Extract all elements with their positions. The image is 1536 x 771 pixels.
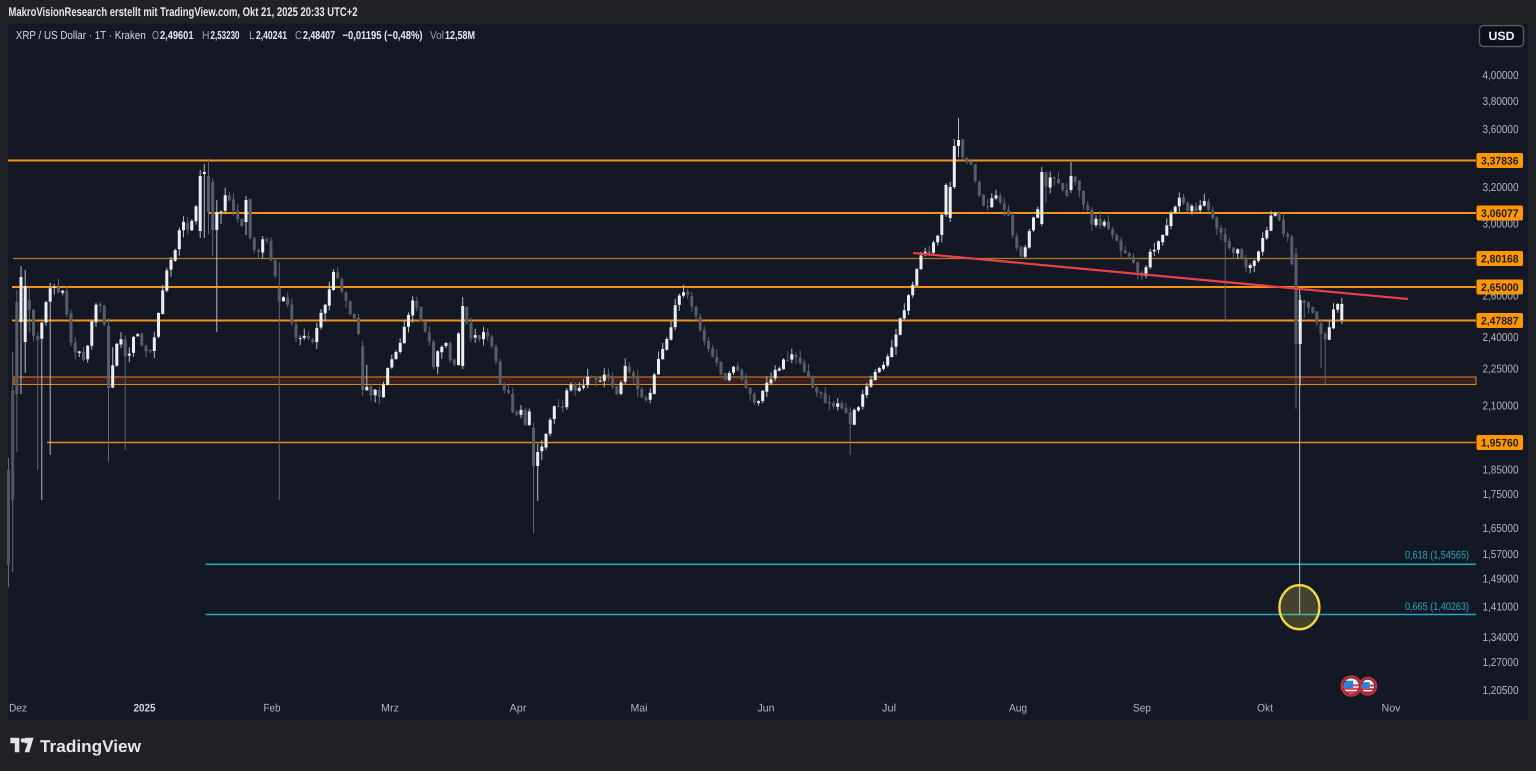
svg-text:USD: USD xyxy=(1489,29,1515,43)
svg-text:3,60000: 3,60000 xyxy=(1483,124,1519,136)
svg-text:MakroVisionResearch erstellt m: MakroVisionResearch erstellt mit Trading… xyxy=(9,5,358,19)
svg-text:O: O xyxy=(152,30,159,42)
svg-text:Jun: Jun xyxy=(758,703,775,715)
svg-text:0,665 (1,40263): 0,665 (1,40263) xyxy=(1405,601,1469,613)
svg-text:2,65000: 2,65000 xyxy=(1481,282,1519,294)
svg-text:Vol: Vol xyxy=(430,30,444,42)
svg-text:2,53230: 2,53230 xyxy=(211,30,240,42)
svg-text:Okt: Okt xyxy=(1257,703,1273,715)
svg-text:C: C xyxy=(295,30,302,42)
svg-text:Nov: Nov xyxy=(1382,703,1401,715)
svg-text:1,65000: 1,65000 xyxy=(1483,523,1519,535)
svg-text:3,37836: 3,37836 xyxy=(1481,156,1519,168)
svg-text:2,80168: 2,80168 xyxy=(1481,254,1519,266)
svg-text:1,27000: 1,27000 xyxy=(1483,657,1519,669)
svg-text:3,00000: 3,00000 xyxy=(1483,219,1519,231)
svg-text:2,47887: 2,47887 xyxy=(1481,316,1519,328)
svg-text:2,25000: 2,25000 xyxy=(1483,364,1519,376)
svg-text:2,40000: 2,40000 xyxy=(1483,332,1519,344)
svg-text:1,20500: 1,20500 xyxy=(1483,685,1519,697)
svg-text:H: H xyxy=(202,30,210,42)
svg-text:3,80000: 3,80000 xyxy=(1483,96,1519,108)
svg-text:0,618 (1,54565): 0,618 (1,54565) xyxy=(1405,550,1469,562)
svg-text:Mrz: Mrz xyxy=(381,703,399,715)
svg-text:2,10000: 2,10000 xyxy=(1483,401,1519,413)
svg-text:1,49000: 1,49000 xyxy=(1483,574,1519,586)
svg-text:2,40241: 2,40241 xyxy=(256,30,287,42)
svg-text:1,95760: 1,95760 xyxy=(1481,438,1519,450)
svg-text:2025: 2025 xyxy=(134,703,156,715)
svg-text:1,75000: 1,75000 xyxy=(1483,489,1519,501)
svg-text:Mai: Mai xyxy=(631,703,648,715)
svg-text:1,41000: 1,41000 xyxy=(1483,602,1519,614)
svg-text:2,48407: 2,48407 xyxy=(303,30,335,42)
svg-text:Jul: Jul xyxy=(882,703,896,715)
svg-text:4,00000: 4,00000 xyxy=(1483,70,1519,82)
svg-text:Feb: Feb xyxy=(264,703,281,715)
svg-text:Sep: Sep xyxy=(1133,703,1151,715)
svg-text:XRP / US Dollar · 1T · Kraken: XRP / US Dollar · 1T · Kraken xyxy=(16,30,146,42)
svg-text:1,85000: 1,85000 xyxy=(1483,465,1519,477)
svg-text:12,58M: 12,58M xyxy=(445,30,475,42)
svg-text:1,34000: 1,34000 xyxy=(1483,632,1519,644)
svg-text:2,49601: 2,49601 xyxy=(160,30,194,42)
svg-text:L: L xyxy=(249,30,256,42)
svg-text:Dez: Dez xyxy=(9,703,27,715)
svg-text:Apr: Apr xyxy=(510,703,527,715)
svg-text:3,06077: 3,06077 xyxy=(1481,208,1519,220)
svg-text:−0,01195 (−0,48%): −0,01195 (−0,48%) xyxy=(343,30,423,42)
svg-text:TradingView: TradingView xyxy=(40,737,142,756)
svg-text:3,20000: 3,20000 xyxy=(1483,182,1519,194)
svg-text:Aug: Aug xyxy=(1009,703,1027,715)
svg-text:1,57000: 1,57000 xyxy=(1483,549,1519,561)
